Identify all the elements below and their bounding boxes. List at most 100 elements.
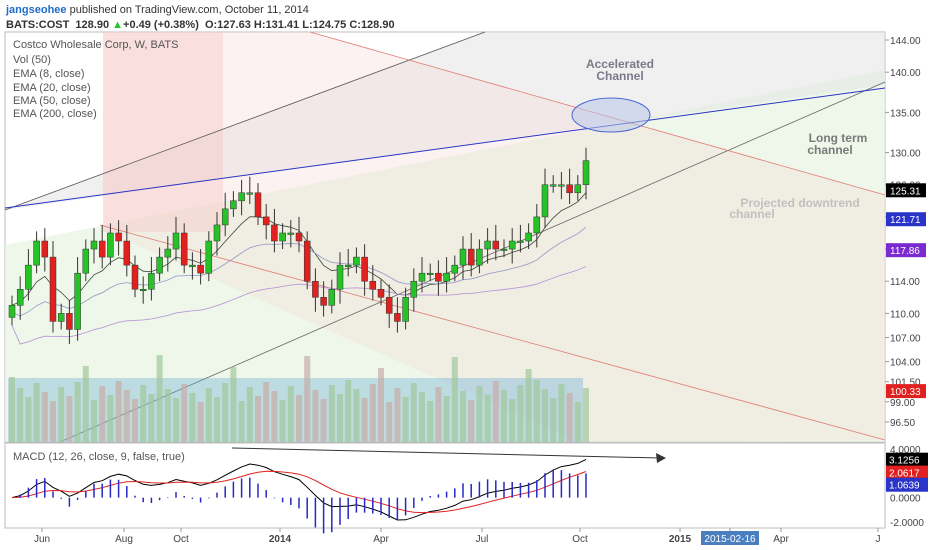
candle[interactable]: [238, 192, 245, 202]
volume-bar: [460, 391, 466, 442]
divergence-arrow-line[interactable]: [231, 447, 661, 459]
candle[interactable]: [426, 272, 434, 275]
macd-signal-line[interactable]: [11, 470, 587, 514]
candle[interactable]: [271, 224, 278, 242]
candle[interactable]: [254, 192, 262, 218]
candle[interactable]: [517, 240, 524, 243]
target-ellipse[interactable]: [571, 97, 651, 133]
candle[interactable]: [484, 240, 491, 250]
candle[interactable]: [57, 313, 65, 322]
candle[interactable]: [41, 240, 49, 258]
candle[interactable]: [148, 272, 155, 290]
close-value: 128.90: [360, 19, 395, 31]
candle[interactable]: [582, 160, 590, 185]
candle[interactable]: [197, 264, 204, 274]
ema-50-line[interactable]: [11, 266, 587, 345]
candle[interactable]: [443, 272, 450, 282]
candle[interactable]: [467, 248, 475, 266]
candle[interactable]: [328, 289, 336, 306]
candle[interactable]: [410, 280, 418, 298]
candle[interactable]: [131, 264, 139, 290]
volume-bar: [296, 395, 302, 442]
candle[interactable]: [459, 248, 467, 266]
candle[interactable]: [8, 305, 16, 318]
blue-resistance-line[interactable]: [4, 87, 886, 209]
candle[interactable]: [312, 280, 319, 298]
legend-ema50[interactable]: EMA (50, close): [13, 95, 91, 107]
candle[interactable]: [574, 184, 582, 194]
candle[interactable]: [525, 232, 532, 242]
macd-value-tag-label: 1.0639: [889, 481, 920, 492]
candle[interactable]: [435, 272, 442, 282]
volume-bar: [517, 385, 524, 442]
candle[interactable]: [262, 216, 270, 226]
candle[interactable]: [418, 272, 426, 282]
candle[interactable]: [139, 289, 147, 292]
time-axis[interactable]: Jun Aug Oct 2014 Apr Jul Oct 2015 2015-02-16 Apr J: [34, 528, 881, 545]
candle[interactable]: [541, 184, 549, 218]
macd-legend[interactable]: MACD (12, 26, close, 9, false, true): [13, 451, 185, 463]
macd-line[interactable]: [11, 458, 587, 521]
candle[interactable]: [246, 192, 254, 195]
candle[interactable]: [189, 264, 196, 267]
candle[interactable]: [172, 232, 180, 250]
candle[interactable]: [549, 184, 557, 187]
candle[interactable]: [213, 224, 221, 242]
price-axis[interactable]: 144.00140.00135.00130.00126.00122.00118.…: [885, 36, 926, 429]
candle[interactable]: [90, 240, 98, 250]
author-name[interactable]: jangseohee: [6, 4, 67, 16]
candle[interactable]: [303, 240, 311, 282]
macd-axis[interactable]: 4.00003.12562.06171.06390.0000-2.00003.1…: [886, 445, 928, 529]
candle[interactable]: [107, 232, 114, 258]
candle[interactable]: [320, 297, 327, 306]
candle[interactable]: [287, 232, 295, 235]
candle[interactable]: [74, 272, 81, 330]
candle[interactable]: [566, 184, 573, 194]
candle[interactable]: [476, 248, 483, 266]
candle[interactable]: [369, 280, 377, 290]
candle[interactable]: [205, 240, 213, 274]
legend-ema200[interactable]: EMA (200, close): [13, 108, 97, 120]
candle[interactable]: [558, 184, 565, 187]
volume-bar: [468, 400, 475, 442]
projected-label-line2: channel: [729, 207, 774, 221]
legend-title[interactable]: Costco Wholesale Corp, W, BATS: [13, 39, 178, 51]
downtrend-lower-line[interactable]: [99, 224, 886, 441]
candle[interactable]: [25, 264, 32, 290]
legend-vol[interactable]: Vol (50): [13, 54, 51, 66]
candle[interactable]: [156, 256, 163, 274]
candle[interactable]: [492, 240, 500, 250]
candle[interactable]: [221, 208, 229, 226]
candle[interactable]: [295, 232, 303, 242]
candle[interactable]: [508, 240, 516, 250]
candle[interactable]: [123, 240, 131, 266]
candle[interactable]: [394, 313, 401, 322]
legend-ema20[interactable]: EMA (20, close): [13, 82, 91, 94]
candle[interactable]: [164, 248, 172, 258]
candle[interactable]: [361, 256, 368, 282]
candle[interactable]: [385, 297, 393, 314]
candle[interactable]: [344, 264, 352, 267]
candle[interactable]: [98, 240, 106, 258]
candle[interactable]: [33, 240, 40, 266]
legend-ema8[interactable]: EMA (8, close): [13, 68, 85, 80]
candle[interactable]: [115, 232, 122, 242]
candle[interactable]: [82, 248, 90, 274]
price-tick-label: 114.00: [890, 277, 920, 288]
candle[interactable]: [451, 264, 459, 274]
candle[interactable]: [377, 289, 385, 298]
accelerated-channel-upper-line[interactable]: [4, 31, 486, 211]
volume-bar: [312, 390, 319, 442]
candle[interactable]: [279, 232, 286, 242]
candle[interactable]: [500, 248, 508, 251]
candle[interactable]: [49, 256, 57, 322]
candle[interactable]: [230, 200, 237, 210]
candle[interactable]: [66, 313, 73, 330]
candle[interactable]: [402, 297, 409, 322]
candle[interactable]: [336, 264, 344, 290]
candle[interactable]: [533, 216, 541, 234]
candle[interactable]: [180, 232, 188, 266]
candle[interactable]: [353, 256, 360, 266]
candle[interactable]: [16, 289, 24, 306]
